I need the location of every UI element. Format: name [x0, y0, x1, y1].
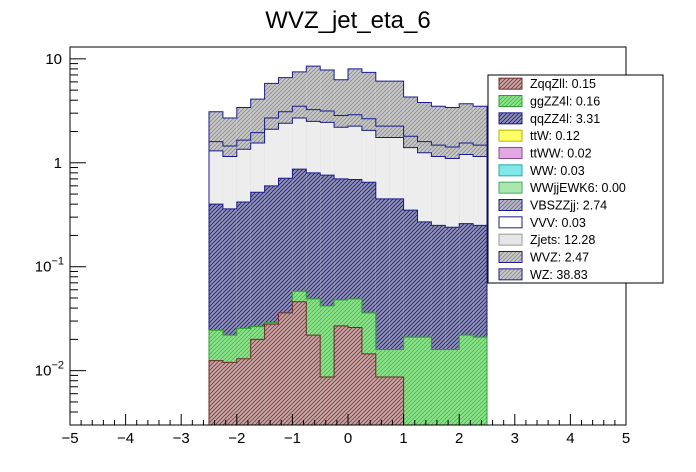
bar-ggZZ4l-16 [431, 349, 446, 425]
legend-label: VVV: 0.03 [530, 216, 586, 230]
bar-ZqqZll-8 [320, 376, 335, 425]
legend-label: WVZ: 2.47 [530, 251, 589, 265]
axes: −5 −4 −3 −2 −1 0 1 2 3 4 5 10−2 10−1 1 10 [35, 51, 630, 447]
x-tick-label: −4 [117, 430, 134, 447]
y-tick-label: 10 [45, 51, 62, 68]
y-tick-label: 10−1 [35, 256, 64, 276]
legend-entry: VVV: 0.03 [498, 216, 586, 230]
bar-ZqqZll-11 [361, 353, 376, 425]
bar-ggZZ4l-17 [445, 349, 460, 425]
outline-WZ [208, 65, 488, 425]
bar-ZqqZll-3 [250, 339, 265, 425]
bar-ZqqZll-0 [209, 360, 223, 425]
bar-ggZZ4l-19 [473, 337, 487, 425]
x-tick-label: 3 [511, 430, 519, 447]
legend-label: WZ: 38.83 [530, 268, 588, 282]
bar-ZqqZll-7 [306, 335, 321, 425]
bar-ggZZ4l-15 [417, 337, 432, 425]
x-tick-label: 2 [455, 430, 463, 447]
histogram-bars [208, 65, 488, 426]
legend-label: ttWW: 0.02 [530, 147, 592, 161]
legend-label: qqZZ4l: 3.31 [530, 112, 600, 126]
legend-swatch [498, 95, 523, 107]
legend-label: ZqqZll: 0.15 [530, 77, 596, 91]
legend-entry: Zjets: 12.28 [498, 233, 595, 247]
bar-ZqqZll-6 [292, 301, 307, 425]
legend-swatch [498, 233, 523, 246]
legend-swatch [498, 268, 523, 281]
bar-ZqqZll-10 [348, 327, 362, 425]
legend-box [487, 74, 664, 284]
x-tick-label: −1 [284, 430, 301, 447]
bar-ggZZ4l-18 [459, 335, 474, 425]
legend-swatch [498, 147, 523, 159]
legend-entry: WVZ: 2.47 [498, 251, 589, 265]
bar-ZqqZll-5 [278, 312, 293, 425]
outline-ggZZ4l [208, 290, 488, 425]
x-tick-label: 5 [622, 430, 630, 447]
outline-WVZ [208, 105, 488, 425]
y-tick-label: 1 [54, 155, 62, 172]
bar-ZqqZll-12 [375, 376, 390, 425]
legend-label: ttW: 0.12 [530, 129, 580, 143]
x-tick-label: 4 [566, 430, 574, 447]
legend-swatch [498, 77, 523, 90]
legend-label: Zjets: 12.28 [530, 233, 595, 247]
x-tick-label: 0 [344, 430, 352, 447]
bar-ggZZ4l-14 [403, 337, 418, 425]
legend-label: WWjjEWK6: 0.00 [530, 181, 626, 195]
legend-entry: ttW: 0.12 [498, 129, 580, 143]
legend-entry: WZ: 38.83 [498, 268, 588, 282]
outline-qqZZ4l [208, 168, 488, 425]
x-tick-label: 1 [399, 430, 407, 447]
legend-entry: ZqqZll: 0.15 [498, 77, 596, 91]
legend-entry: ttWW: 0.02 [498, 147, 592, 161]
legend-entry: WW: 0.03 [498, 164, 585, 178]
legend-entry: qqZZ4l: 3.31 [498, 112, 600, 126]
legend-swatch [498, 181, 523, 194]
legend: ZqqZll: 0.15 ggZZ4l: 0.16 qqZZ4l: 3.31 ttW:… [487, 74, 664, 284]
x-tick-label: −2 [228, 430, 245, 447]
legend-label: WW: 0.03 [530, 164, 585, 178]
legend-swatch [498, 129, 523, 142]
bar-ZqqZll-13 [389, 376, 404, 425]
legend-entry: ggZZ4l: 0.16 [498, 95, 600, 109]
legend-label: ggZZ4l: 0.16 [530, 95, 600, 109]
legend-entry: WWjjEWK6: 0.00 [498, 181, 626, 195]
x-tick-label: −3 [173, 430, 190, 447]
legend-entry: VBSZZjj: 2.74 [498, 199, 607, 213]
outline-Zjets [208, 117, 488, 425]
legend-swatch [498, 216, 523, 229]
y-tick-label: 10−2 [35, 360, 64, 380]
legend-label: VBSZZjj: 2.74 [530, 199, 607, 213]
x-tick-label: −5 [61, 430, 78, 447]
legend-swatch [498, 199, 523, 211]
series-ZqqZll [208, 301, 487, 426]
legend-swatch [498, 251, 523, 263]
bar-ZqqZll-2 [236, 358, 251, 425]
bar-ZqqZll-9 [334, 325, 348, 425]
bar-ZqqZll-4 [264, 324, 279, 425]
bar-ZqqZll-1 [222, 362, 237, 425]
chart-title: WVZ_jet_eta_6 [265, 7, 430, 34]
legend-swatch [498, 164, 523, 177]
legend-swatch [498, 112, 523, 125]
